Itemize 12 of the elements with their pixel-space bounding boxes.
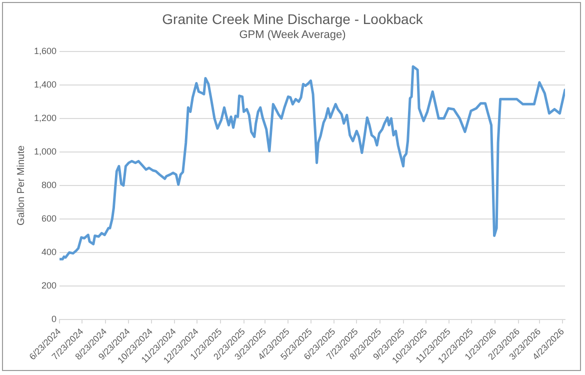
y-axis-title: Gallon Per Minute [16,145,27,226]
y-tick-label: 1,000 [34,146,57,156]
chart-title: Granite Creek Mine Discharge - Lookback [161,11,424,27]
y-tick-label: 400 [41,246,57,257]
y-tick-label: 600 [41,213,57,224]
y-tick-label: 1,400 [34,79,57,90]
y-tick-label: 0 [52,314,57,324]
y-tick-label: 200 [41,280,57,290]
y-tick-label: 800 [41,180,57,190]
y-tick-label: 1,200 [34,112,57,123]
y-tick-label: 1,600 [34,46,57,56]
chart-subtitle: GPM (Week Average) [238,29,347,41]
